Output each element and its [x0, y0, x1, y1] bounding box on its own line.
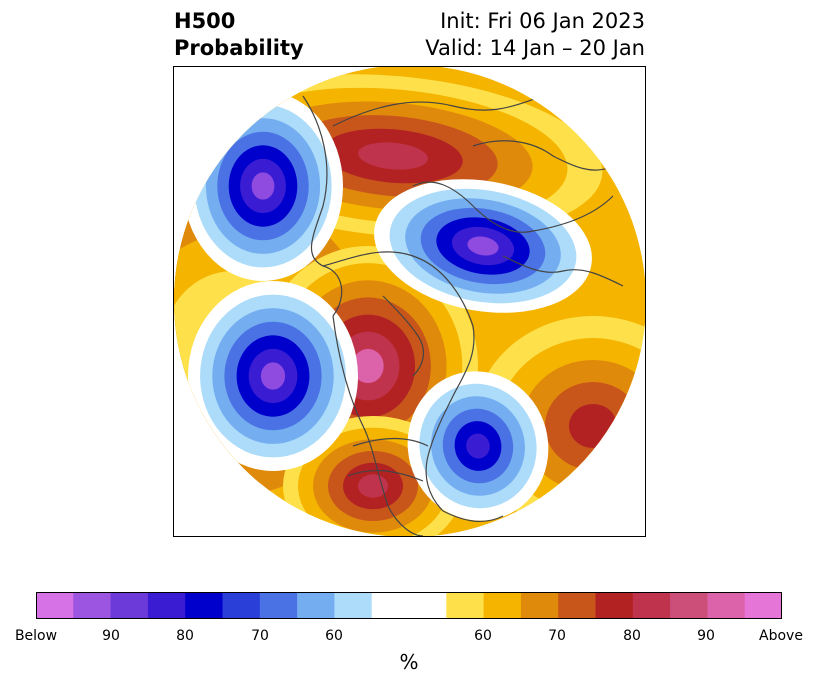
colorbar-cell	[185, 592, 223, 619]
colorbar-tick-label: Below	[14, 628, 58, 644]
colorbar-tick-label: 90	[697, 628, 715, 644]
colorbar-cell	[147, 592, 186, 619]
colorbar-cell	[371, 592, 410, 619]
anomaly-field	[174, 66, 646, 537]
title-variable: H500	[174, 9, 236, 33]
colorbar-cell	[259, 592, 298, 619]
coastlines	[302, 95, 624, 537]
colorbar	[36, 592, 782, 619]
colorbar-tick-label: Above	[759, 628, 803, 644]
anomaly-east-cold	[407, 371, 549, 521]
colorbar-tick-label: 60	[474, 628, 492, 644]
colorbar-cell	[632, 592, 671, 619]
colorbar-cell	[483, 592, 522, 619]
colorbar-cell	[744, 592, 782, 619]
colorbar-tick-label: 70	[548, 628, 566, 644]
colorbar-tick-label: 80	[176, 628, 194, 644]
colorbar-tick-label: 90	[102, 628, 120, 644]
colorbar-cell	[520, 592, 559, 619]
map-frame	[173, 66, 646, 537]
colorbar-cell	[707, 592, 746, 619]
init-time: Init: Fri 06 Jan 2023	[440, 9, 645, 33]
colorbar-cell	[36, 592, 74, 619]
colorbar-cell	[409, 592, 447, 619]
colorbar-cell	[595, 592, 634, 619]
anomaly-siberia-cold	[374, 179, 592, 313]
colorbar-cell	[73, 592, 112, 619]
colorbar-cell	[222, 592, 261, 619]
anomaly-sw-cold	[188, 281, 358, 471]
colorbar-tick-label: 80	[623, 628, 641, 644]
chart-title: H500 Probability	[174, 8, 304, 62]
colorbar-cell	[297, 592, 335, 619]
colorbar-cell	[558, 592, 596, 619]
colorbar-tick-label: 70	[251, 628, 269, 644]
colorbar-tick-label: 60	[325, 628, 343, 644]
colorbar-cell	[446, 592, 485, 619]
colorbar-cell	[334, 592, 373, 619]
colorbar-unit: %	[399, 650, 419, 674]
title-field: Probability	[174, 36, 304, 60]
probability-map	[173, 66, 646, 537]
valid-range: Valid: 14 Jan – 20 Jan	[425, 36, 645, 60]
chart-valid-info: Init: Fri 06 Jan 2023 Valid: 14 Jan – 20…	[425, 8, 645, 62]
colorbar-cell	[110, 592, 149, 619]
colorbar-cell	[670, 592, 708, 619]
